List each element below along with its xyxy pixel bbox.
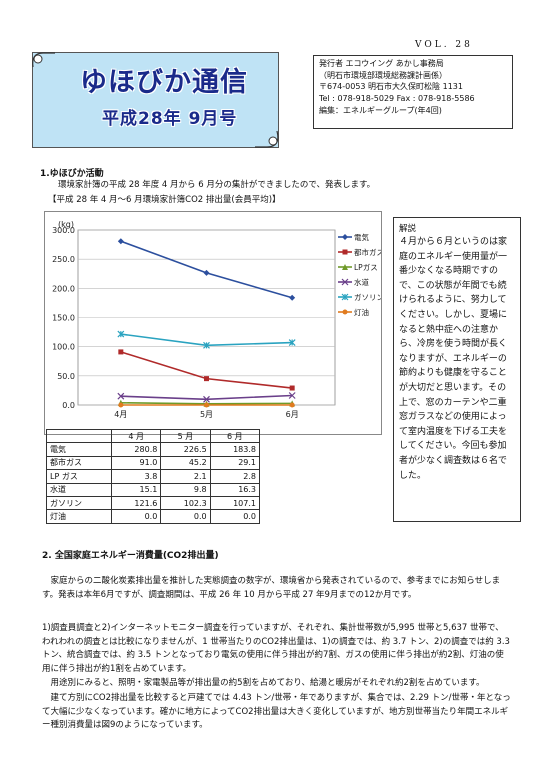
table-cell: 9.8	[160, 482, 211, 497]
x-tick-label: 6月	[286, 410, 299, 419]
co2-line-chart: 0.0 50.0 100.0 150.0 200.0 250.0 300.0 (kg) 4月 5月…	[44, 211, 384, 435]
publisher-line: Tel : 078-918-5029 Fax : 078-918-5586	[319, 94, 475, 104]
table-row: LP ガス 3.8 2.1 2.8	[46, 469, 261, 484]
y-tick-label: 100.0	[52, 343, 75, 352]
table-cell: 16.3	[209, 482, 261, 497]
table-row-label: LP ガス	[46, 469, 112, 484]
data-point	[288, 339, 296, 346]
table-row: 都市ガス 91.0 45.2 29.1	[46, 455, 261, 471]
table-header-cell	[46, 428, 112, 444]
data-point	[117, 238, 124, 245]
explanation-box: 解説 ４月から６月というのは家庭のエネルギー使用量が一番少なくなる時期ですので、…	[393, 217, 521, 522]
table-cell: 280.8	[110, 442, 162, 457]
explanation-body: ４月から６月というのは家庭のエネルギー使用量が一番少なくなる時期ですので、この状…	[399, 237, 508, 481]
x-tick-label: 4月	[114, 410, 127, 419]
table-cell: 107.1	[209, 495, 261, 511]
table-cell: 183.8	[209, 442, 261, 457]
y-axis-label: (kg)	[58, 220, 74, 229]
y-tick-label: 0.0	[62, 401, 75, 410]
table-row-label: 電気	[46, 442, 112, 457]
table-cell: 226.5	[160, 442, 211, 457]
table-row-label: 灯油	[46, 509, 112, 524]
section-intro: 環境家計簿の平成 28 年度 4 月から 6 月分の集計ができましたので、発表し…	[58, 180, 376, 190]
newsletter-banner	[32, 52, 279, 148]
legend-label: 電気	[354, 232, 369, 242]
table-cell: 91.0	[110, 455, 162, 471]
legend-label: 灯油	[354, 307, 369, 317]
data-point	[289, 402, 295, 408]
publisher-line: 編集：エネルギーグループ(年4回)	[319, 105, 442, 115]
y-tick-label: 200.0	[52, 284, 75, 293]
legend-label: LPガス	[354, 262, 378, 272]
y-tick-label: 250.0	[52, 255, 75, 264]
table-row: 灯油 0.0 0.0 0.0	[46, 509, 261, 524]
table-row: 水道 15.1 9.8 16.3	[46, 482, 261, 497]
legend-label: 都市ガス	[354, 247, 381, 257]
data-point	[288, 392, 296, 399]
publisher-line: （明石市環境部環境総務課計画係）	[319, 70, 447, 80]
legend-label: ガソリン	[354, 292, 381, 302]
table-cell: 2.1	[160, 469, 211, 484]
table-cell: 2.8	[209, 469, 261, 484]
explanation-title: 解説	[399, 224, 417, 234]
paragraph: 用途別にみると、照明・家電製品等が排出量の約5割を占めており、給湯と暖房がそれぞ…	[50, 678, 485, 688]
data-point	[203, 341, 210, 349]
table-cell: 45.2	[160, 455, 211, 471]
data-point	[118, 349, 124, 355]
data-point	[117, 392, 125, 400]
table-cell: 0.0	[110, 509, 162, 524]
table-cell: 121.6	[110, 495, 162, 511]
table-row-label: 都市ガス	[46, 455, 112, 471]
data-point	[118, 402, 124, 408]
table-cell: 15.1	[110, 482, 162, 497]
table-cell: 0.0	[209, 509, 261, 524]
scroll-curl-icon	[32, 52, 55, 68]
chart-caption: 【平成 28 年 4 月～6 月環境家計簿CO2 排出量(会員平均)】	[48, 195, 281, 205]
legend-marker	[342, 234, 348, 240]
scroll-curl-icon	[255, 130, 279, 148]
data-point	[204, 376, 209, 382]
paragraph: 1)調査員調査と2)インターネットモニター調査を行っていますが、それぞれ、集計世…	[42, 623, 510, 674]
legend-marker	[341, 278, 349, 286]
data-point	[203, 269, 210, 276]
table-row-label: 水道	[46, 482, 112, 497]
table-header-cell: 5 月	[160, 428, 211, 444]
table-row: ガソリン 121.6 102.3 107.1	[46, 495, 261, 511]
y-tick-label: 50.0	[57, 372, 75, 381]
legend-marker	[341, 293, 349, 301]
legend-marker	[342, 264, 348, 270]
newsletter-title: ゆほびか通信	[80, 67, 248, 98]
publisher-info: 発行者 エコウイング あかし事務局 （明石市環境部環境総務課計画係） 〒674-…	[313, 55, 513, 129]
table-cell: 102.3	[160, 495, 211, 511]
data-point	[117, 330, 125, 338]
section-heading: 1.ゆほびか活動	[40, 169, 104, 179]
data-point	[204, 402, 209, 408]
paragraph: 建て方別にCO2排出量を比較すると戸建てでは 4.43 トン/世帯・年であります…	[42, 693, 511, 730]
publisher-line: 〒674-0053 明石市大久保町松陰 1131	[319, 82, 463, 92]
table-cell: 29.1	[209, 455, 261, 471]
legend-marker	[342, 309, 348, 315]
table-cell: 3.8	[110, 469, 162, 484]
table-cell: 0.0	[160, 509, 211, 524]
data-point	[289, 294, 296, 301]
volume-number: VOL. 28	[415, 40, 473, 50]
table-header-cell: 4 月	[110, 428, 162, 444]
table-row: 電気 280.8 226.5 183.8	[46, 442, 261, 457]
table-row-label: ガソリン	[46, 495, 112, 511]
paragraph: 家庭からの二酸化炭素排出量を推計した実態調査の数字が、環境省から発表されているの…	[42, 576, 501, 600]
legend-label: 水道	[354, 277, 369, 287]
issue-date: 平成28年 9月号	[102, 109, 238, 129]
table-header-cell: 6 月	[209, 428, 261, 444]
data-point	[203, 395, 210, 403]
y-tick-label: 300.0	[52, 226, 75, 235]
publisher-line: 発行者 エコウイング あかし事務局	[319, 59, 444, 68]
legend-marker	[342, 249, 348, 255]
data-point	[289, 385, 295, 391]
x-tick-label: 5月	[200, 410, 213, 419]
chart-canvas: 0.0 50.0 100.0 150.0 200.0 250.0 300.0(kg) 4月 5月…	[52, 220, 384, 419]
y-tick-label: 150.0	[52, 314, 75, 323]
section-heading: 2. 全国家庭エネルギー消費量(CO2排出量)	[42, 551, 219, 561]
